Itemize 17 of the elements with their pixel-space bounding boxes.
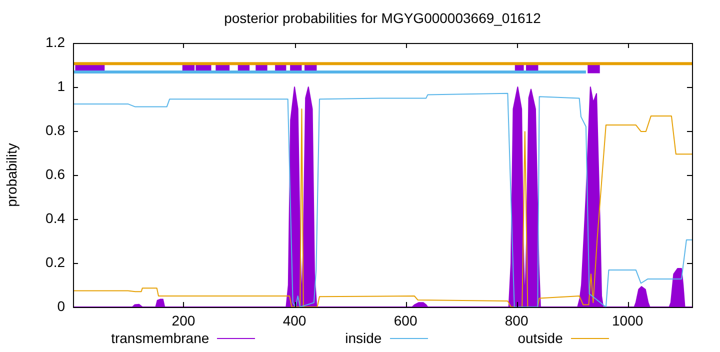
x-tick-label: 800 [504, 312, 528, 328]
legend-label: outside [518, 330, 563, 346]
legend-label: inside [345, 330, 382, 346]
x-tick-label: 600 [394, 312, 418, 328]
y-tick-label: 1 [57, 78, 66, 94]
legend-label: transmembrane [111, 330, 210, 346]
y-tick-label: 0.6 [46, 166, 66, 182]
x-tick-label: 400 [282, 312, 306, 328]
y-axis-title: probability [3, 143, 20, 207]
y-tick-label: 1.2 [46, 34, 66, 50]
y-tick-label: 0.4 [46, 210, 66, 226]
y-tick-label: 0 [57, 298, 66, 314]
y-tick-label: 0.2 [46, 254, 66, 270]
chart-title: posterior probabilities for MGYG000003669_01612 [223, 10, 542, 26]
x-tick-label: 200 [172, 312, 196, 328]
y-tick-label: 0.8 [46, 122, 66, 138]
x-tick-label: 1000 [612, 312, 644, 328]
